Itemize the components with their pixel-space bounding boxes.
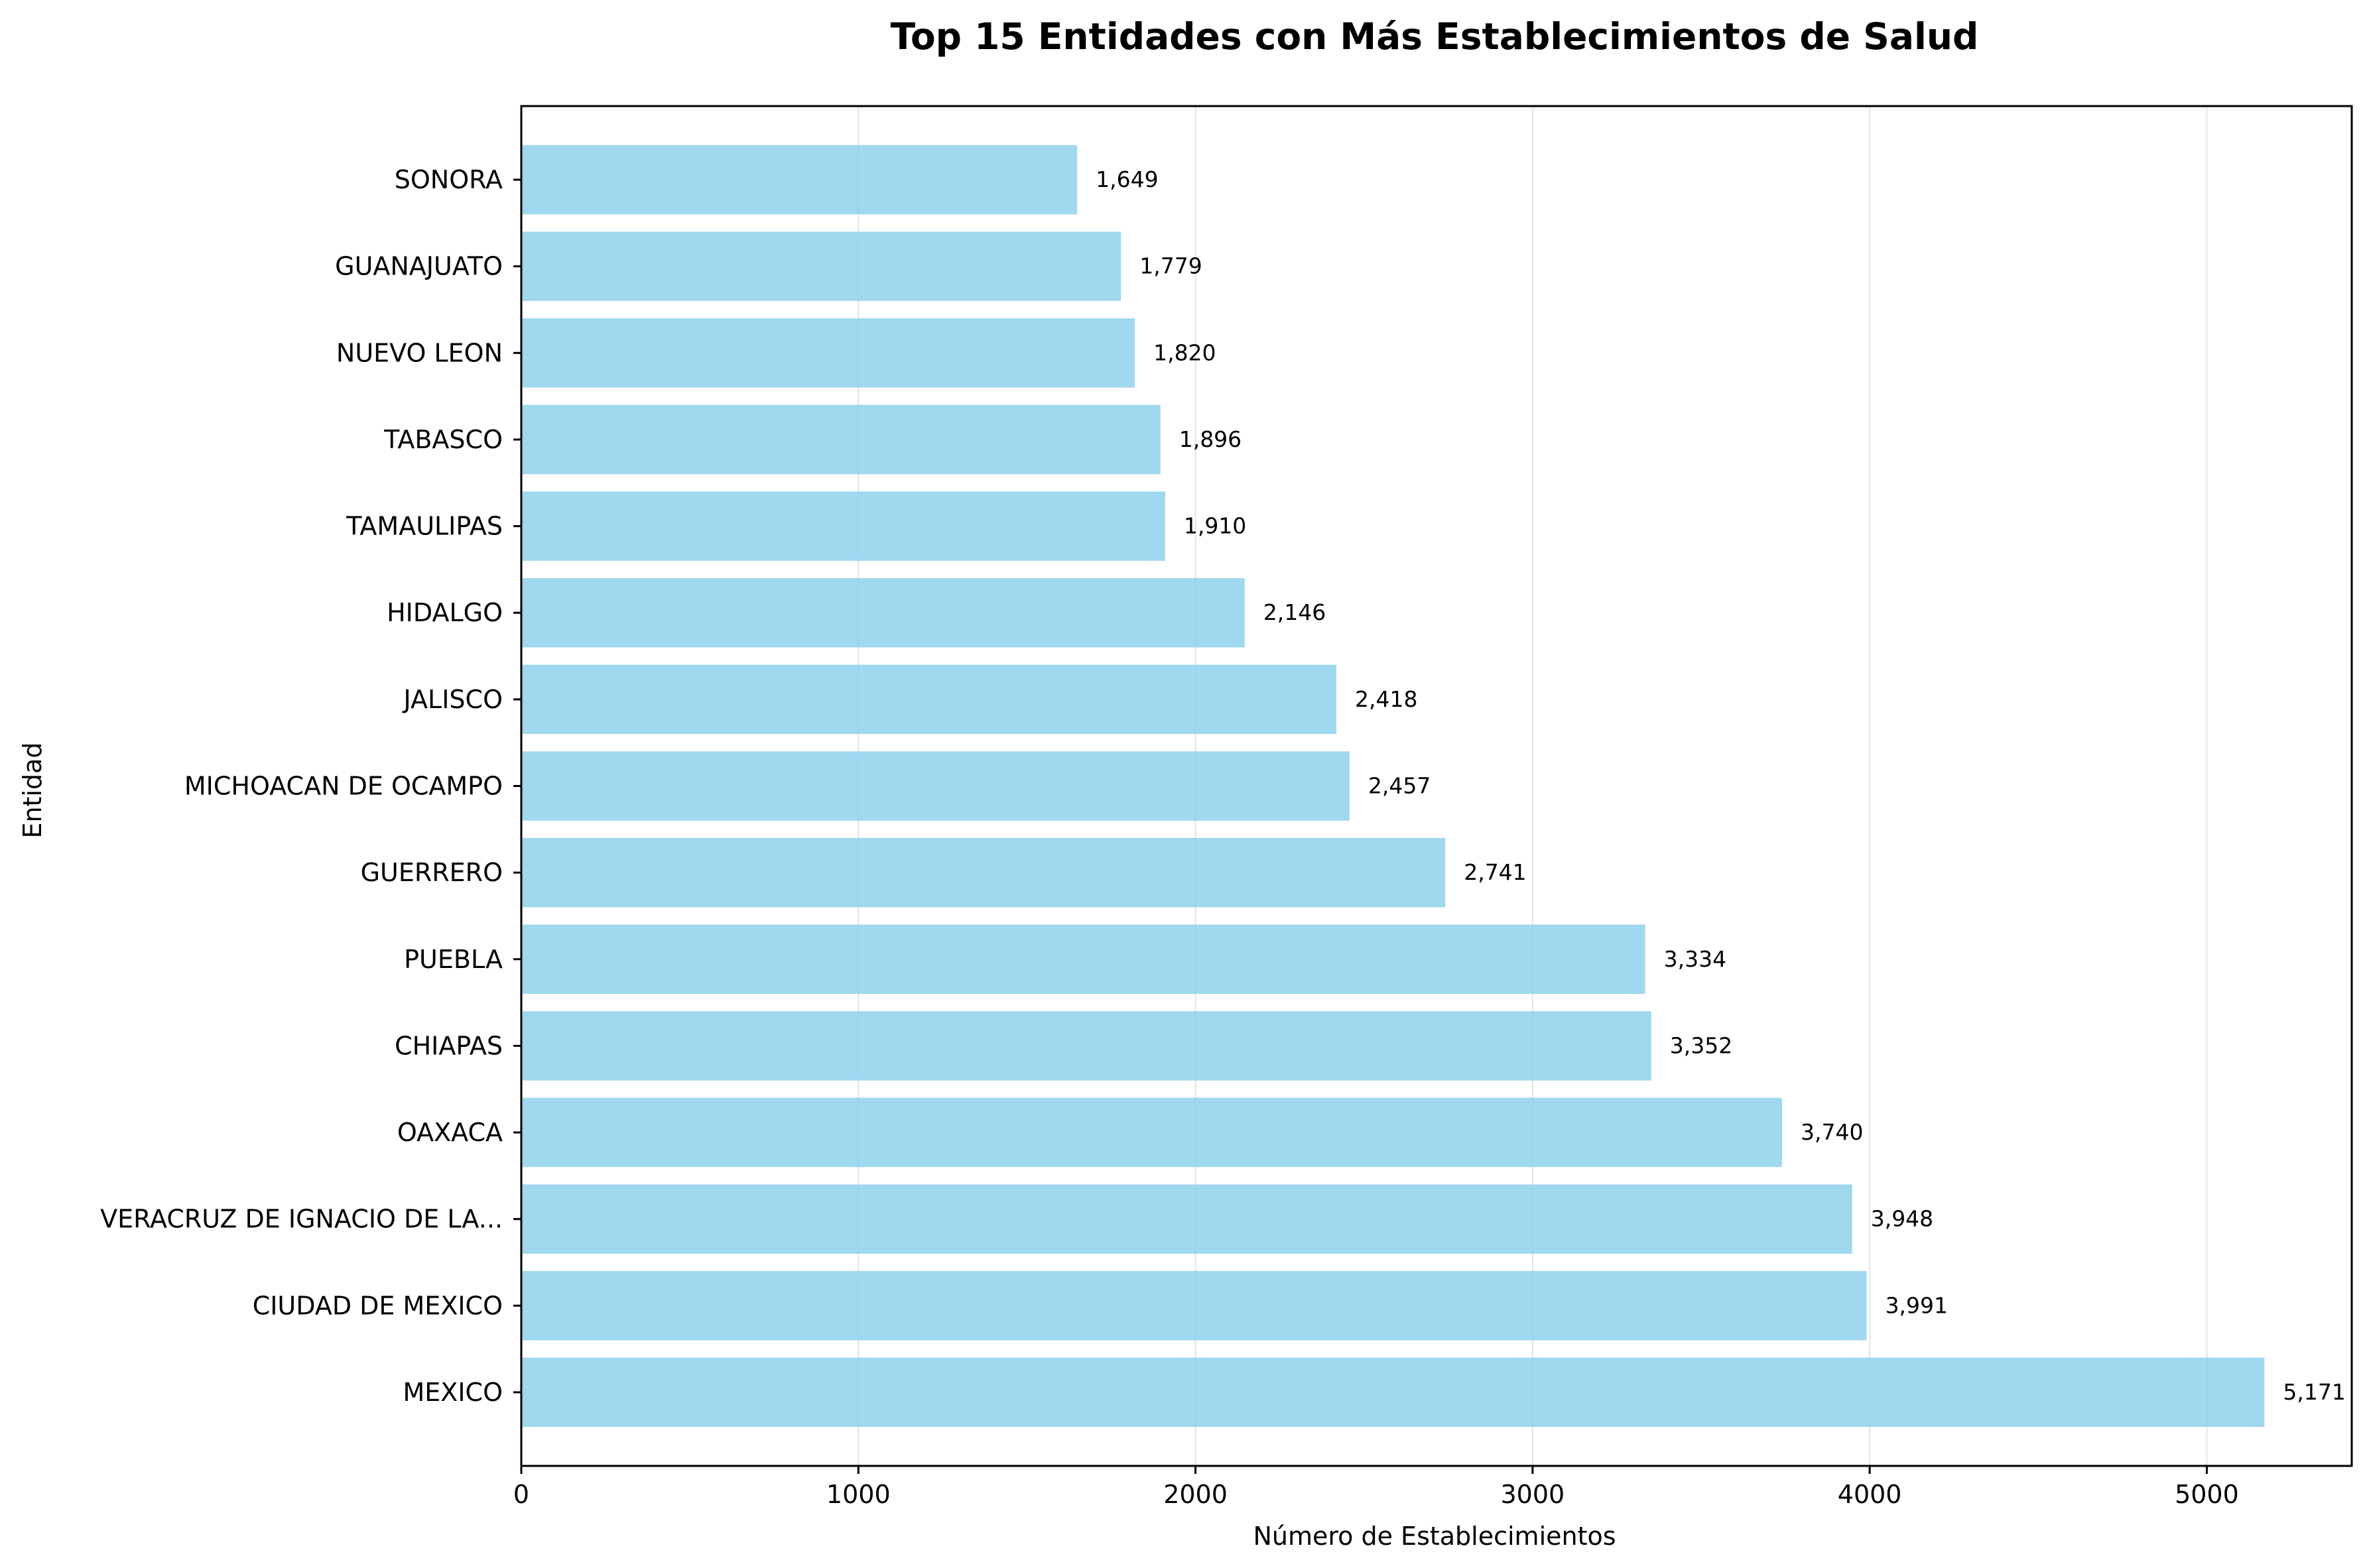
y-tick-label: GUANAJUATO xyxy=(335,252,503,281)
bar xyxy=(521,1097,1782,1168)
bar xyxy=(521,837,1446,908)
y-tick-label: SONORA xyxy=(395,165,503,194)
x-tick-label: 5000 xyxy=(2175,1480,2239,1509)
x-tick-label: 2000 xyxy=(1163,1480,1228,1509)
y-tick-label: TAMAULIPAS xyxy=(346,512,503,541)
y-tick-label: CHIAPAS xyxy=(395,1031,503,1060)
y-tick-label: NUEVO LEON xyxy=(336,338,503,367)
data-label: 3,740 xyxy=(1801,1119,1863,1145)
data-label: 3,352 xyxy=(1670,1032,1732,1058)
bar xyxy=(521,1271,1867,1341)
x-tick-label: 3000 xyxy=(1501,1480,1565,1509)
y-tick-label: GUERRERO xyxy=(361,858,503,887)
data-label: 1,910 xyxy=(1184,513,1246,539)
data-label: 2,457 xyxy=(1368,773,1431,799)
data-label: 3,334 xyxy=(1664,946,1726,972)
y-tick-label: PUEBLA xyxy=(404,945,503,974)
bar xyxy=(521,924,1645,995)
data-label: 5,171 xyxy=(2283,1379,2345,1405)
bar xyxy=(521,1357,2265,1427)
x-axis-label: Número de Establecimientos xyxy=(1253,1522,1616,1551)
data-label: 2,418 xyxy=(1355,686,1417,712)
data-label: 2,146 xyxy=(1263,599,1326,625)
data-label: 1,820 xyxy=(1153,339,1216,365)
x-tick-label: 1000 xyxy=(826,1480,891,1509)
x-axis: 0 1000 2000 3000 4000 5000 xyxy=(513,1466,2239,1509)
bar xyxy=(521,491,1165,561)
data-label: 3,948 xyxy=(1871,1206,1933,1232)
y-tick-label: HIDALGO xyxy=(387,598,503,627)
bars xyxy=(521,145,2265,1427)
bar xyxy=(521,1184,1852,1254)
y-axis: SONORA GUANAJUATO NUEVO LEON TABASCO TAMAULI… xyxy=(100,165,521,1407)
value-labels: 1,649 1,779 1,820 1,896 1,910 2,146 2,418 2,457… xyxy=(1096,166,2346,1405)
bar xyxy=(521,318,1135,388)
y-tick-label: MICHOACAN DE OCAMPO xyxy=(184,772,503,801)
y-tick-label: MEXICO xyxy=(403,1378,503,1407)
bar xyxy=(521,1011,1651,1081)
data-label: 3,991 xyxy=(1886,1292,1948,1318)
bar xyxy=(521,231,1121,301)
data-label: 1,779 xyxy=(1139,253,1202,279)
y-tick-label: CIUDAD DE MEXICO xyxy=(253,1291,503,1320)
data-label: 1,649 xyxy=(1096,166,1158,192)
y-tick-label: TABASCO xyxy=(383,425,503,454)
bar xyxy=(521,404,1161,475)
y-axis-label: Entidad xyxy=(18,742,47,838)
bar xyxy=(521,751,1350,821)
data-label: 2,741 xyxy=(1464,859,1526,885)
data-label: 1,896 xyxy=(1179,426,1242,452)
y-tick-label: OAXACA xyxy=(397,1118,503,1147)
x-tick-label: 0 xyxy=(513,1480,529,1509)
bar xyxy=(521,577,1245,648)
bar xyxy=(521,664,1337,735)
x-tick-label: 4000 xyxy=(1838,1480,1902,1509)
chart-title: Top 15 Entidades con Más Establecimiento… xyxy=(891,15,1979,58)
y-tick-label: VERACRUZ DE IGNACIO DE LA... xyxy=(100,1205,503,1234)
bar xyxy=(521,145,1078,215)
y-tick-label: JALISCO xyxy=(403,685,503,714)
